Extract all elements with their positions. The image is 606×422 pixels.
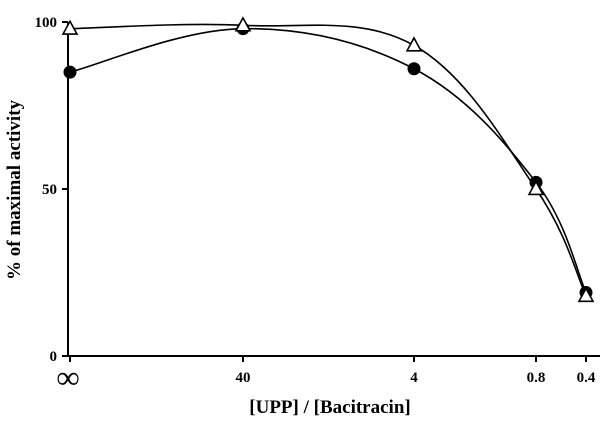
data-point-circle [63,65,77,79]
data-point-triangle [234,16,252,32]
data-point-triangle [577,286,595,303]
x-tick-label: 40 [236,370,251,386]
x-tick-label: 0.4 [577,370,596,386]
x-tick-label: 4 [410,370,418,386]
y-tick-label: 0 [50,349,58,365]
series-line-2 [69,23,587,297]
data-point-circle [407,62,421,76]
x-ticks: ∞ 40 4 0.8 0.4 [57,356,596,395]
x-tick-label: 0.8 [527,370,546,386]
data-point-triangle [527,179,545,196]
y-tick-label: 50 [42,182,57,198]
y-tick-label: 100 [35,15,58,31]
series-layer [61,16,595,303]
x-tick-label: ∞ [57,359,80,395]
data-point-triangle [61,19,79,35]
data-point-triangle [405,36,423,52]
x-axis-label: [UPP] / [Bacitracin] [249,397,410,418]
y-ticks: 0 50 100 [35,15,68,365]
y-axis-label: % of maximal activity [4,100,25,280]
series-line-1 [69,27,587,293]
